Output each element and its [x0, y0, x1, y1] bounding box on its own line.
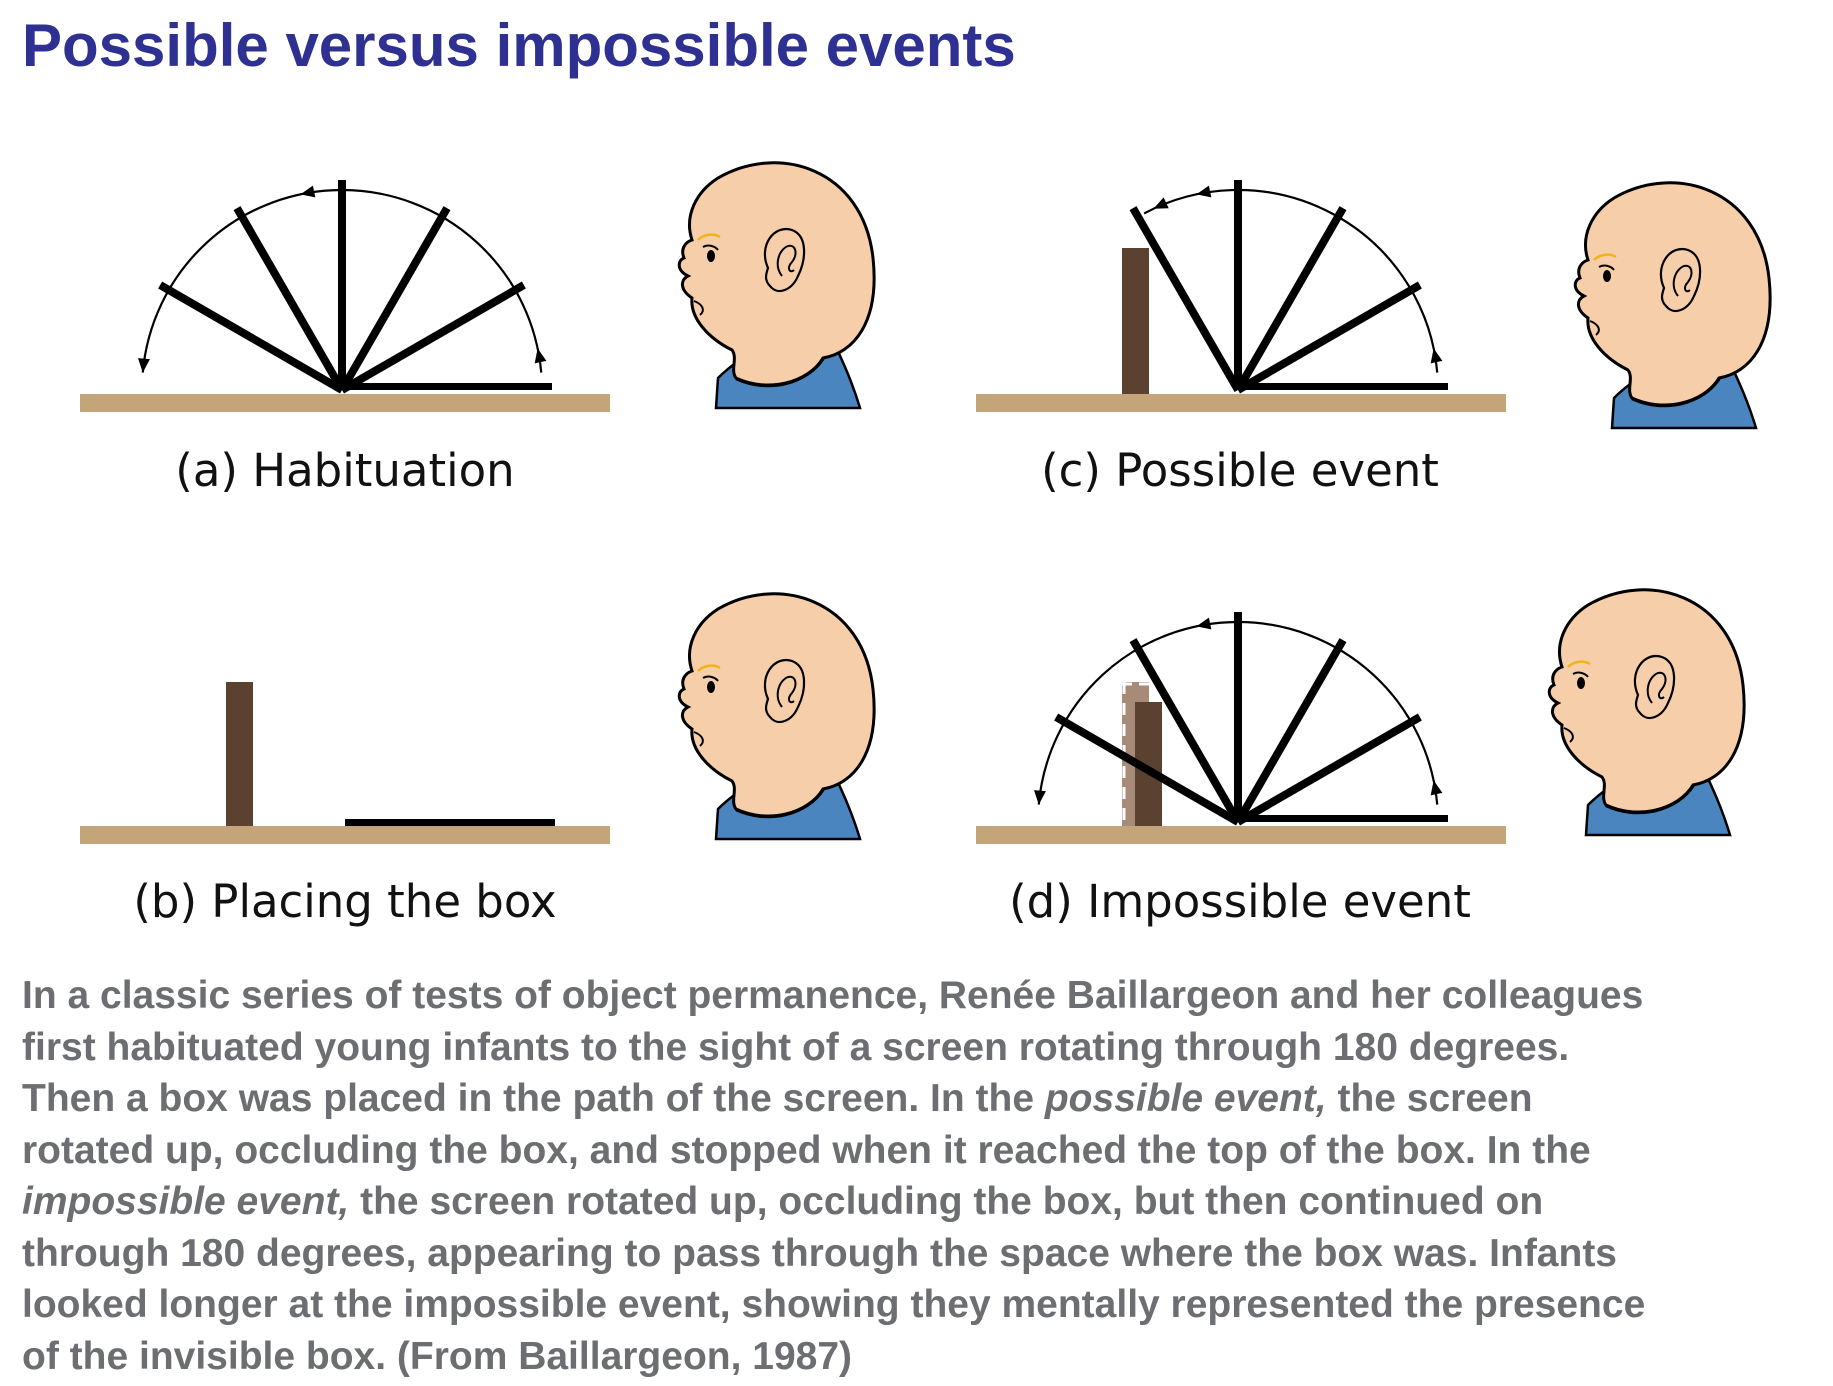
description-line: impossible event, the screen rotated up,… — [22, 1180, 1544, 1223]
collar — [735, 357, 826, 388]
caption-habituation: (a) Habituation — [175, 444, 514, 497]
panel-possible-event — [976, 180, 1772, 430]
eyebrow — [1567, 660, 1591, 668]
infant-head-icon — [677, 592, 876, 841]
eyelid — [1598, 264, 1615, 271]
panel-placing-the-box — [80, 592, 876, 844]
screen-position — [158, 281, 344, 394]
infant-head-icon — [1573, 181, 1772, 430]
mouth — [1589, 320, 1600, 336]
mouth — [693, 731, 704, 747]
floor — [976, 826, 1506, 844]
experiment-figure: (a) Habituation (b) Placing the box (c) … — [80, 161, 1772, 928]
screen-position — [1129, 638, 1242, 824]
arrow-icon — [138, 358, 150, 373]
rotation-arc — [1143, 188, 1439, 373]
box — [226, 682, 253, 826]
head — [677, 161, 876, 387]
description-text: In a classic series of tests of object p… — [22, 970, 1822, 1382]
screen-flat — [345, 819, 555, 826]
infant-head-icon — [1547, 588, 1746, 837]
arrow-icon — [300, 185, 316, 198]
ear — [763, 658, 806, 724]
eye — [707, 681, 715, 693]
screen-position — [1236, 713, 1422, 826]
description-line: of the invisible box. (From Baillargeon,… — [22, 1334, 853, 1378]
description-line: first habituated young infants to the si… — [22, 1025, 1570, 1069]
collar — [735, 788, 826, 819]
head — [1547, 588, 1746, 814]
ear-inner — [1646, 671, 1667, 704]
screen-position — [340, 281, 526, 394]
ear — [1659, 247, 1702, 313]
floor — [80, 826, 610, 844]
eye — [1603, 270, 1611, 282]
panel-habituation — [80, 161, 876, 412]
arrow-icon — [1196, 185, 1212, 198]
eye — [1577, 677, 1585, 689]
eye — [707, 250, 715, 262]
screen-position — [233, 206, 346, 392]
caption-placing-the-box: (b) Placing the box — [133, 875, 556, 928]
panel-impossible-event — [976, 588, 1746, 844]
floor — [976, 394, 1506, 412]
mouth — [693, 300, 704, 316]
description-line: Then a box was placed in the path of the… — [22, 1077, 1533, 1120]
eyelid — [702, 244, 719, 251]
floor — [80, 394, 610, 412]
description-line: In a classic series of tests of object p… — [22, 974, 1644, 1017]
description-line: looked longer at the impossible event, s… — [22, 1283, 1646, 1326]
collar — [1605, 784, 1696, 815]
collar — [1631, 377, 1722, 408]
screen-flat — [342, 383, 552, 390]
ear-inner — [1672, 264, 1693, 297]
arrow-icon — [1430, 780, 1443, 796]
page-title: Possible versus impossible events — [22, 12, 1016, 79]
screen-position — [1234, 638, 1347, 824]
screen-position — [1054, 713, 1240, 826]
ear — [763, 227, 806, 293]
description-line: rotated up, occluding the box, and stopp… — [22, 1128, 1591, 1172]
ear — [1633, 654, 1676, 720]
description-line: through 180 degrees, appearing to pass t… — [22, 1231, 1618, 1275]
head — [1573, 181, 1772, 407]
screen-flat — [1238, 815, 1448, 822]
arrow-icon — [1034, 790, 1046, 805]
caption-impossible-event: (d) Impossible event — [1009, 875, 1471, 928]
arrow-icon — [1153, 197, 1169, 209]
eyelid — [702, 675, 719, 682]
eyebrow — [1593, 253, 1617, 261]
ear-inner — [776, 244, 797, 277]
screen-position — [1236, 281, 1422, 394]
screen-flat — [1238, 383, 1448, 390]
mouth — [1563, 727, 1574, 743]
eyelid — [1572, 671, 1589, 678]
arrow-icon — [1196, 617, 1212, 630]
screen-position — [1234, 206, 1347, 392]
arrow-icon — [534, 348, 547, 364]
head — [677, 592, 876, 818]
ear-inner — [776, 675, 797, 708]
eyebrow — [697, 664, 721, 672]
screen-position — [338, 206, 451, 392]
caption-possible-event: (c) Possible event — [1041, 444, 1439, 497]
eyebrow — [697, 233, 721, 241]
box — [1122, 248, 1149, 394]
infant-head-icon — [677, 161, 876, 410]
screen-position — [1129, 206, 1242, 392]
arrow-icon — [1430, 348, 1443, 364]
